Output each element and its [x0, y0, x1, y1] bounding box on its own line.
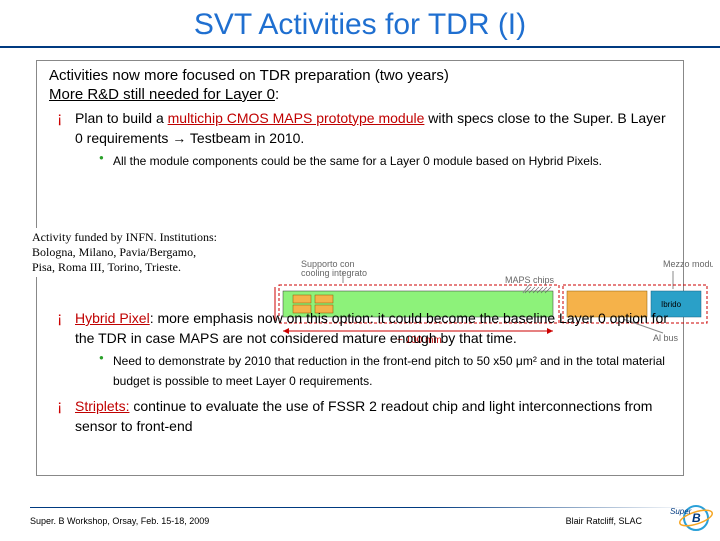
intro-text: Activities now more focused on TDR prepa… [49, 67, 671, 105]
footer-divider [30, 507, 690, 508]
funded-box: Activity funded by INFN. Institutions: B… [30, 228, 220, 277]
bullet-2: Hybrid Pixel: more emphasis now on this … [57, 309, 671, 391]
footer-left: Super. B Workshop, Orsay, Feb. 15-18, 20… [30, 516, 209, 526]
title-bar: SVT Activities for TDR (I) [0, 0, 720, 46]
superb-logo-icon: Super B [666, 500, 714, 536]
bullet-list: Plan to build a multichip CMOS MAPS prot… [57, 109, 671, 171]
slide: SVT Activities for TDR (I) Activities no… [0, 0, 720, 540]
title-underline [0, 46, 720, 48]
bullet-list-2: Hybrid Pixel: more emphasis now on this … [57, 309, 671, 437]
slide-title: SVT Activities for TDR (I) [194, 8, 526, 42]
svg-text:B: B [692, 511, 701, 525]
svg-text:Super: Super [670, 507, 692, 516]
svg-text:MAPS chips: MAPS chips [505, 275, 555, 285]
svg-text:Supporto concooling integrato: Supporto concooling integrato [301, 259, 367, 278]
bullet-2-sub: Need to demonstrate by 2010 that reducti… [99, 351, 671, 391]
footer-right: Blair Ratcliff, SLAC [566, 516, 642, 526]
bullet-3-text: Striplets: continue to evaluate the use … [75, 398, 652, 434]
svg-text:Mezzo modulo: Mezzo modulo [663, 259, 713, 269]
bullet-1-sub: All the module components could be the s… [99, 151, 671, 171]
footer: Super. B Workshop, Orsay, Feb. 15-18, 20… [30, 516, 690, 526]
bullet-1: Plan to build a multichip CMOS MAPS prot… [57, 109, 671, 171]
bullet-2-sub-text: Need to demonstrate by 2010 that reducti… [113, 354, 665, 388]
bullet-2-text: Hybrid Pixel: more emphasis now on this … [75, 310, 668, 346]
bullet-1-sub-text: All the module components could be the s… [113, 154, 602, 168]
bullet-1-text: Plan to build a multichip CMOS MAPS prot… [75, 110, 666, 146]
bullet-3: Striplets: continue to evaluate the use … [57, 397, 671, 437]
